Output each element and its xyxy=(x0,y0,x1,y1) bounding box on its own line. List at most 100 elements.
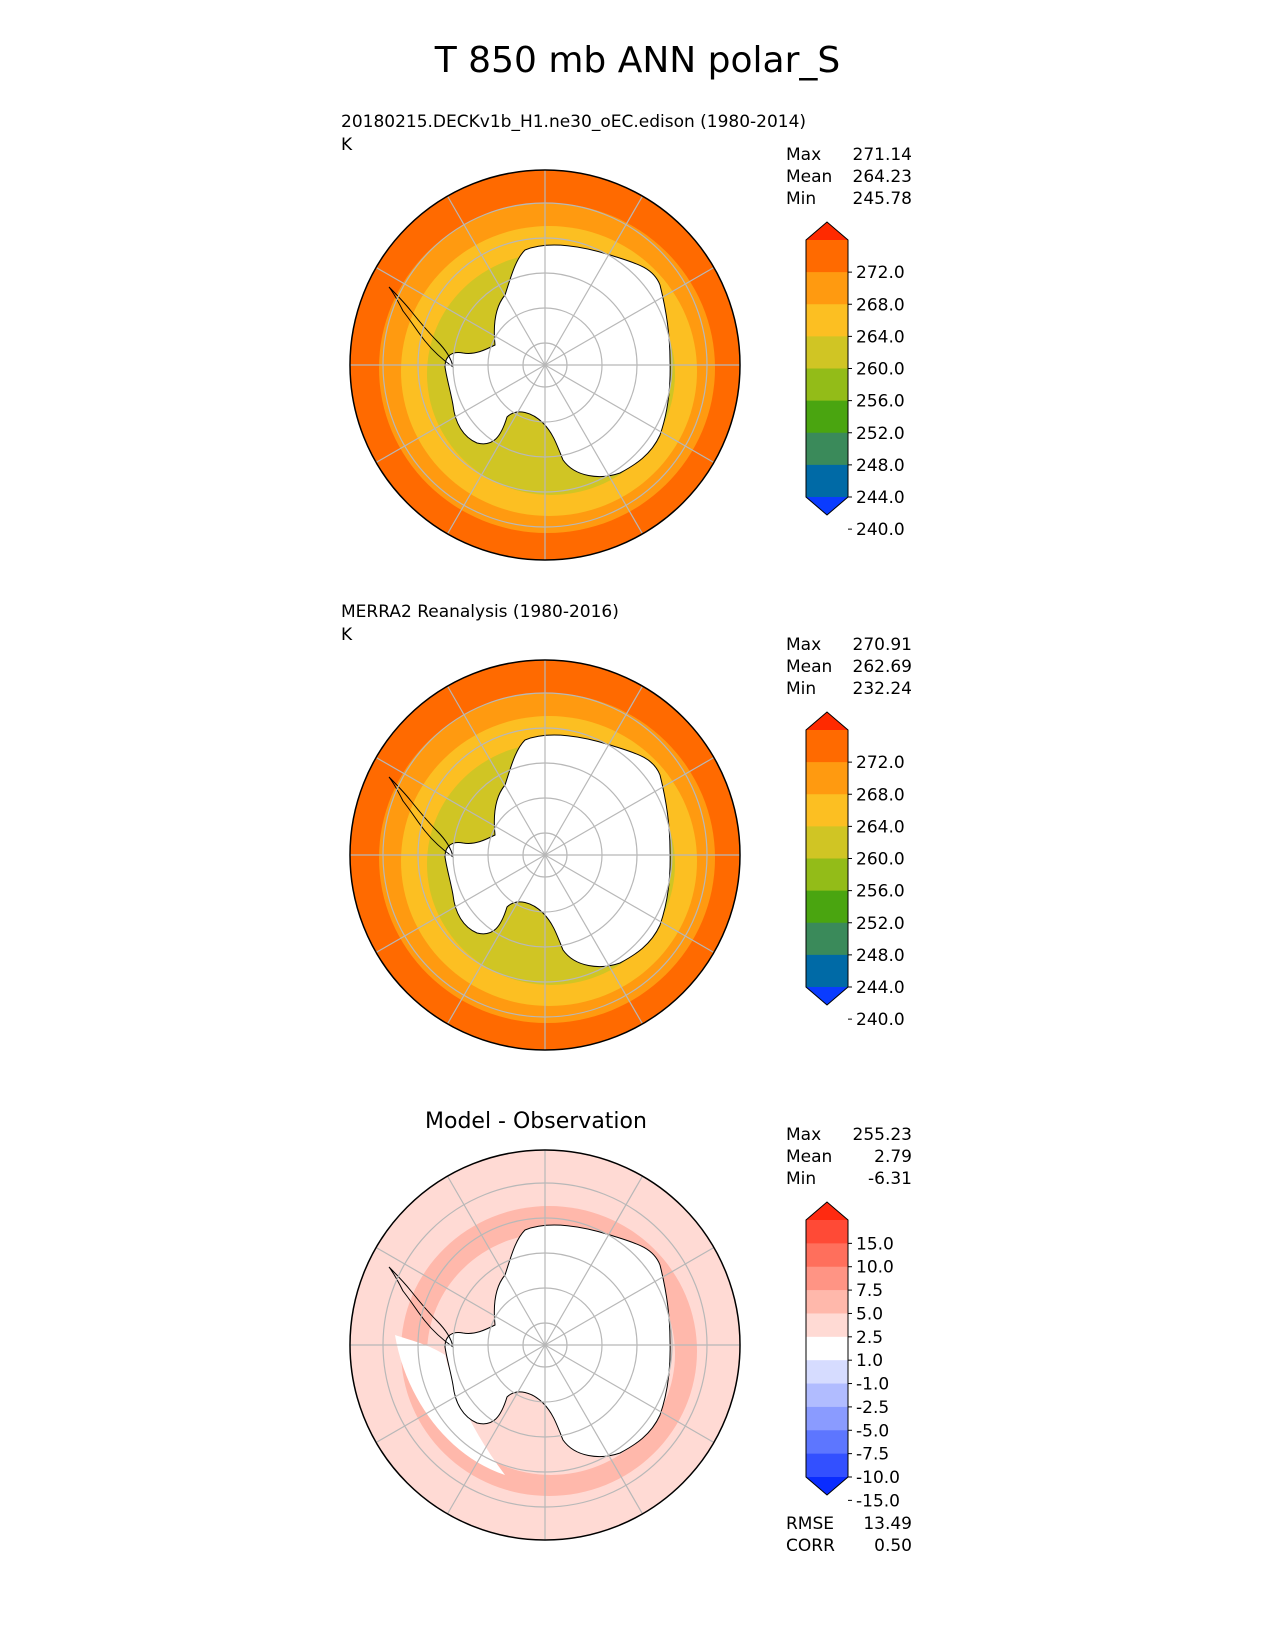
parallel-gridline xyxy=(522,1322,568,1368)
metric-corr-label: CORR xyxy=(786,1536,835,1556)
colorbar-extend-top xyxy=(806,1202,848,1220)
colorbar-tick-label: -15.0 xyxy=(856,1491,900,1511)
colorbar-segment xyxy=(806,400,848,434)
colorbar-tick-label: -5.0 xyxy=(856,1421,889,1441)
colorbar-tick-label: 244.0 xyxy=(856,488,905,508)
colorbar-tick-label: 248.0 xyxy=(856,946,905,966)
colorbar-tick-label: 252.0 xyxy=(856,424,905,444)
panel1-colorbar: 272.0 268.0 264.0 260.0 256.0 252.0 248.0 244.0… xyxy=(805,221,905,540)
stat-mean-label: Mean xyxy=(786,167,833,187)
parallel-gridline xyxy=(417,237,673,493)
panel1-stats: Max 271.14 Mean 264.23 Min 245.78 xyxy=(786,144,912,210)
metric-corr-value: 0.50 xyxy=(874,1536,912,1556)
antarctic-peninsula-coast xyxy=(388,1266,454,1349)
colorbar-tick-label: 244.0 xyxy=(856,978,905,998)
colorbar-tick-label: -1.0 xyxy=(856,1375,889,1395)
stat-max-label: Max xyxy=(786,1125,822,1145)
parallel-gridline xyxy=(487,797,603,913)
colorbar-tick-label: 256.0 xyxy=(856,392,905,412)
parallel-gridline xyxy=(487,1287,603,1403)
colorbar-segment xyxy=(806,826,848,859)
stat-max-label: Max xyxy=(786,635,822,655)
stat-min-label: Min xyxy=(786,679,817,699)
colorbar-segment xyxy=(806,432,848,466)
parallel-gridline xyxy=(382,692,708,1018)
colorbar-tick-label: 2.5 xyxy=(856,1328,883,1348)
parallel-gridline xyxy=(417,1217,673,1473)
map-boundary xyxy=(349,169,741,561)
colorbar-tick-label: 240.0 xyxy=(856,520,905,540)
figure-title: T 850 mb ANN polar_S xyxy=(434,40,841,81)
panel3-metrics: RMSE 13.49 CORR 0.50 xyxy=(786,1513,912,1557)
colorbar-tick-label: 7.5 xyxy=(856,1281,883,1301)
colorbar-tick-label: 15.0 xyxy=(856,1234,894,1254)
colorbar-segment xyxy=(806,954,848,988)
colorbar-segment xyxy=(806,762,848,795)
colorbar-tick-label: 272.0 xyxy=(856,263,905,283)
stat-mean-value: 262.69 xyxy=(852,657,912,677)
stat-min-value: 245.78 xyxy=(852,189,912,209)
colorbar-tick-label: 264.0 xyxy=(856,817,905,837)
colorbar-tick-label: 1.0 xyxy=(856,1351,883,1371)
colorbar-tick-label: 10.0 xyxy=(856,1258,894,1278)
parallel-gridline xyxy=(452,1252,638,1438)
colorbar-tick-label: 248.0 xyxy=(856,456,905,476)
panel2-title: MERRA2 Reanalysis (1980-2016) xyxy=(341,602,619,622)
colorbar-segment xyxy=(806,858,848,892)
colorbar-tick-label: 256.0 xyxy=(856,882,905,902)
colorbar-segment xyxy=(806,1430,848,1455)
panel3-stats: Max 255.23 Mean 2.79 Min -6.31 xyxy=(786,1124,912,1190)
colorbar-segment xyxy=(806,464,848,498)
colorbar-tick-label: 260.0 xyxy=(856,850,905,870)
colorbar-segment xyxy=(806,794,848,827)
panel2-stats: Max 270.91 Mean 262.69 Min 232.24 xyxy=(786,634,912,700)
map-boundary xyxy=(349,659,741,1051)
colorbar-tick-label: -10.0 xyxy=(856,1468,900,1488)
parallel-gridline xyxy=(487,307,603,423)
stat-min-label: Min xyxy=(786,189,817,209)
parallel-gridline xyxy=(382,202,708,528)
panel2-polar-map xyxy=(349,659,741,1051)
panel2-colorbar: 272.0 268.0 264.0 260.0 256.0 252.0 248.0 244.0… xyxy=(805,711,905,1030)
stat-mean-label: Mean xyxy=(786,657,833,677)
colorbar-segment xyxy=(806,240,848,273)
colorbar-segment xyxy=(806,1266,848,1291)
colorbar-tick-label: 268.0 xyxy=(856,785,905,805)
parallel-gridline xyxy=(452,762,638,948)
stat-mean-value: 2.79 xyxy=(874,1147,912,1167)
stat-min-value: -6.31 xyxy=(868,1169,912,1189)
panel1-title: 20180215.DECKv1b_H1.ne30_oEC.edison (198… xyxy=(341,112,807,132)
antarctic-peninsula-coast xyxy=(388,776,454,859)
colorbar-tick-label: 272.0 xyxy=(856,753,905,773)
map-boundary xyxy=(349,1149,741,1541)
panel3-polar-map xyxy=(349,1149,741,1541)
colorbar-segment xyxy=(806,730,848,763)
metric-rmse-value: 13.49 xyxy=(863,1514,912,1534)
colorbar-tick-label: -7.5 xyxy=(856,1445,889,1465)
colorbar-segment xyxy=(806,1336,848,1361)
panel2-units: K xyxy=(341,625,353,645)
colorbar-tick-label: 252.0 xyxy=(856,914,905,934)
colorbar-segment xyxy=(806,922,848,956)
colorbar-segment xyxy=(806,368,848,402)
colorbar-segment xyxy=(806,1220,848,1244)
colorbar-segment xyxy=(806,272,848,305)
stat-max-value: 271.14 xyxy=(852,145,912,165)
parallel-gridline xyxy=(417,727,673,983)
colorbar-segment xyxy=(806,1383,848,1408)
colorbar-segment xyxy=(806,1406,848,1431)
colorbar-tick-label: 260.0 xyxy=(856,360,905,380)
panel3-colorbar: 15.0 10.0 7.5 5.0 2.5 1.0 -1.0 -2.5 -5.0 -7.5 -10.… xyxy=(805,1201,900,1511)
colorbar-tick-label: 268.0 xyxy=(856,295,905,315)
colorbar-extend-bottom xyxy=(806,1477,848,1495)
colorbar-extend-bottom xyxy=(806,987,848,1005)
stat-mean-label: Mean xyxy=(786,1147,833,1167)
colorbar-tick-label: -2.5 xyxy=(856,1398,889,1418)
colorbar-segment xyxy=(806,1243,848,1268)
colorbar-tick-label: 240.0 xyxy=(856,1010,905,1030)
stat-min-label: Min xyxy=(786,1169,817,1189)
colorbar-segment xyxy=(806,1453,848,1478)
panel1-polar-map xyxy=(349,169,741,561)
stat-max-label: Max xyxy=(786,145,822,165)
panel3-title: Model - Observation xyxy=(425,1109,647,1134)
